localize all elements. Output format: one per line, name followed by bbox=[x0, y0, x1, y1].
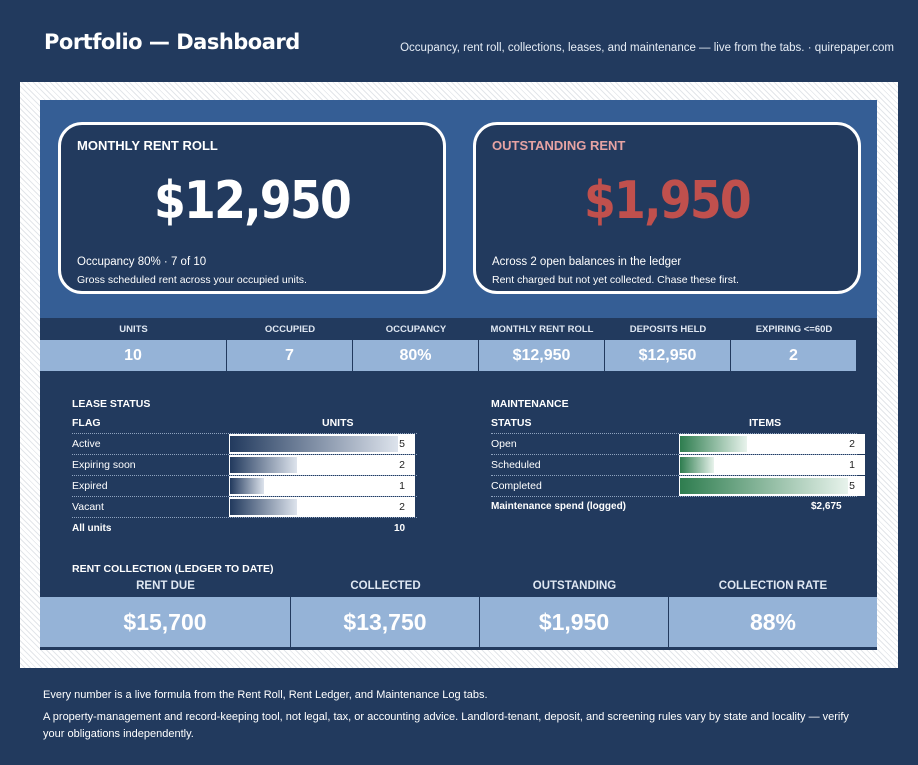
maintenance-col-items: ITEMS bbox=[749, 417, 782, 429]
collection-value-due: $15,700 bbox=[40, 597, 291, 647]
kpi-value-occupied: 7 bbox=[227, 340, 353, 371]
maintenance-header-row: STATUS ITEMS bbox=[491, 413, 857, 434]
maintenance-table: STATUS ITEMS Open 2 Scheduled 1 Completed 5 bbox=[491, 413, 867, 497]
maintenance-bar bbox=[680, 436, 747, 452]
lease-status-row: Vacant 2 bbox=[72, 497, 417, 518]
lease-status-row-value: 1 bbox=[399, 480, 405, 492]
footer-note-formulas: Every number is a live formula from the … bbox=[43, 689, 488, 701]
maintenance-row: Open 2 bbox=[491, 434, 867, 455]
maintenance-row-value: 5 bbox=[849, 480, 855, 492]
kpi-label-occupancy: OCCUPANCY bbox=[385, 324, 447, 335]
collection-value-collected: $13,750 bbox=[291, 597, 480, 647]
dashboard-panel: MONTHLY RENT ROLL $12,950 Occupancy 80% … bbox=[40, 100, 877, 650]
lease-total-label: All units bbox=[72, 523, 112, 534]
rent-collection-values: $15,700 $13,750 $1,950 88% bbox=[40, 597, 877, 647]
maintenance-bar-cell: 5 bbox=[677, 476, 867, 496]
lease-status-bar bbox=[230, 499, 297, 515]
kpi-label-rent-roll: MONTHLY RENT ROLL bbox=[490, 324, 594, 335]
hero-band: MONTHLY RENT ROLL $12,950 Occupancy 80% … bbox=[40, 100, 877, 318]
dashboard-board: MONTHLY RENT ROLL $12,950 Occupancy 80% … bbox=[20, 82, 898, 668]
maintenance-spend-label: Maintenance spend (logged) bbox=[491, 501, 627, 512]
maintenance-row-label: Scheduled bbox=[491, 459, 541, 471]
rent-collection-headers: RENT DUE COLLECTED OUTSTANDING COLLECTIO… bbox=[40, 580, 877, 592]
maintenance-row: Scheduled 1 bbox=[491, 455, 867, 476]
lease-status-row-label: Active bbox=[72, 438, 101, 450]
page-title: Portfolio — Dashboard bbox=[44, 30, 300, 54]
kpi-strip: UNITS OCCUPIED OCCUPANCY MONTHLY RENT RO… bbox=[40, 320, 877, 371]
maintenance-row: Completed 5 bbox=[491, 476, 867, 497]
maintenance-bar-cell: 1 bbox=[677, 455, 867, 475]
rent-roll-card: MONTHLY RENT ROLL $12,950 Occupancy 80% … bbox=[58, 122, 446, 294]
lease-status-row-value: 2 bbox=[399, 459, 405, 471]
collection-label-due: RENT DUE bbox=[136, 580, 195, 592]
maintenance-spend-value: $2,675 bbox=[811, 501, 842, 512]
rent-collection-title: RENT COLLECTION (LEDGER TO DATE) bbox=[72, 563, 274, 575]
lease-col-flag: FLAG bbox=[72, 417, 101, 429]
rent-roll-occupancy: Occupancy 80% · 7 of 10 bbox=[77, 256, 207, 268]
lease-status-table: FLAG UNITS Active 5 Expiring soon 2 Expired 1… bbox=[72, 413, 417, 518]
lease-status-row-value: 5 bbox=[399, 438, 405, 450]
collection-label-rate: COLLECTION RATE bbox=[718, 580, 828, 592]
maintenance-row-label: Open bbox=[491, 438, 517, 450]
page-subtitle: Occupancy, rent roll, collections, lease… bbox=[400, 42, 894, 54]
lease-status-row-value: 2 bbox=[399, 501, 405, 513]
maintenance-title: MAINTENANCE bbox=[491, 398, 569, 410]
lease-status-title: LEASE STATUS bbox=[72, 398, 151, 410]
lease-status-row: Active 5 bbox=[72, 434, 417, 455]
lease-col-units: UNITS bbox=[322, 417, 354, 429]
maintenance-row-value: 2 bbox=[849, 438, 855, 450]
collection-label-outstanding: OUTSTANDING bbox=[532, 580, 617, 592]
rent-roll-value: $12,950 bbox=[153, 171, 352, 231]
maintenance-bar bbox=[680, 478, 848, 494]
footer-disclaimer: A property-management and record-keeping… bbox=[43, 711, 849, 740]
kpi-value-rent-roll: $12,950 bbox=[479, 340, 605, 371]
lease-status-row: Expiring soon 2 bbox=[72, 455, 417, 476]
collection-label-collected: COLLECTED bbox=[350, 580, 421, 592]
kpi-value-expiring: 2 bbox=[731, 340, 857, 371]
lease-status-bar-cell: 1 bbox=[227, 476, 417, 496]
lease-status-row-label: Expired bbox=[72, 480, 108, 492]
rent-roll-note: Gross scheduled rent across your occupie… bbox=[77, 274, 307, 286]
outstanding-label: OUTSTANDING RENT bbox=[492, 138, 626, 153]
kpi-label-expiring: EXPIRING <=60D bbox=[755, 324, 833, 335]
lease-status-bar-cell: 2 bbox=[227, 455, 417, 475]
maintenance-col-status: STATUS bbox=[491, 417, 532, 429]
lease-status-bar-cell: 5 bbox=[227, 434, 417, 454]
kpi-label-deposits: DEPOSITS HELD bbox=[629, 324, 707, 335]
maintenance-row-label: Completed bbox=[491, 480, 542, 492]
collection-value-outstanding: $1,950 bbox=[480, 597, 669, 647]
lease-status-bar bbox=[230, 436, 398, 452]
outstanding-value: $1,950 bbox=[583, 171, 752, 231]
maintenance-bar-cell: 2 bbox=[677, 434, 867, 454]
maintenance-row-value: 1 bbox=[849, 459, 855, 471]
lease-status-bar bbox=[230, 478, 264, 494]
lease-status-row-label: Expiring soon bbox=[72, 459, 136, 471]
kpi-value-units: 10 bbox=[40, 340, 227, 371]
outstanding-count: Across 2 open balances in the ledger bbox=[492, 256, 682, 268]
lease-header-row: FLAG UNITS bbox=[72, 413, 417, 434]
lease-status-bar bbox=[230, 457, 297, 473]
kpi-value-occupancy: 80% bbox=[353, 340, 479, 371]
outstanding-card: OUTSTANDING RENT $1,950 Across 2 open ba… bbox=[473, 122, 861, 294]
lease-total-value: 10 bbox=[394, 523, 406, 534]
maintenance-bar bbox=[680, 457, 714, 473]
rent-roll-label: MONTHLY RENT ROLL bbox=[77, 138, 218, 153]
lease-status-row-label: Vacant bbox=[72, 501, 104, 513]
collection-value-rate: 88% bbox=[669, 597, 877, 647]
kpi-label-units: UNITS bbox=[119, 324, 148, 335]
kpi-value-deposits: $12,950 bbox=[605, 340, 731, 371]
kpi-label-occupied: OCCUPIED bbox=[264, 324, 316, 335]
outstanding-note: Rent charged but not yet collected. Chas… bbox=[492, 274, 739, 286]
lease-status-row: Expired 1 bbox=[72, 476, 417, 497]
lease-status-bar-cell: 2 bbox=[227, 497, 417, 517]
